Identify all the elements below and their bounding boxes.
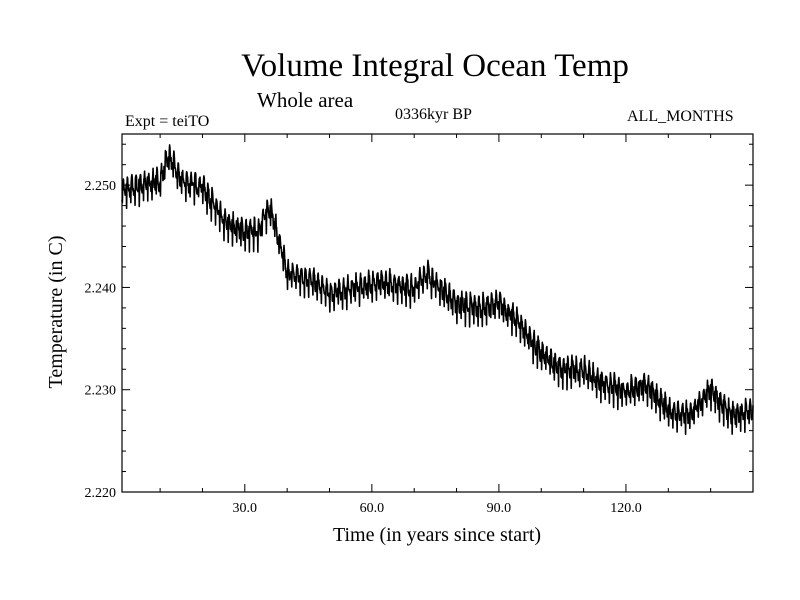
chart-subtitle: Whole area [257,88,354,112]
period-label: 0336kyr BP [395,106,472,123]
plot-frame [121,133,754,493]
x-tick-label: 90.0 [487,501,512,516]
y-axis-label: Temperature (in C) [45,236,67,389]
x-tick-label: 120.0 [610,501,642,516]
chart-title: Volume Integral Ocean Temp [241,48,629,84]
y-tick-label: 2.220 [85,486,117,501]
x-tick-label: 30.0 [233,501,258,516]
y-tick-label: 2.230 [85,384,117,399]
axis-ticks [122,134,753,493]
series-line [121,144,754,436]
tick-labels: 30.0 60.0 90.0 120.0 2.220 2.230 2.240 2.250 [85,179,642,516]
y-tick-label: 2.240 [85,281,117,296]
x-tick-label: 60.0 [360,501,385,516]
x-axis-label: Time (in years since start) [333,524,541,546]
y-tick-label: 2.250 [85,179,117,194]
experiment-label: Expt = teiTO [125,113,210,130]
series-group [121,144,754,436]
months-label: ALL_MONTHS [627,108,734,125]
